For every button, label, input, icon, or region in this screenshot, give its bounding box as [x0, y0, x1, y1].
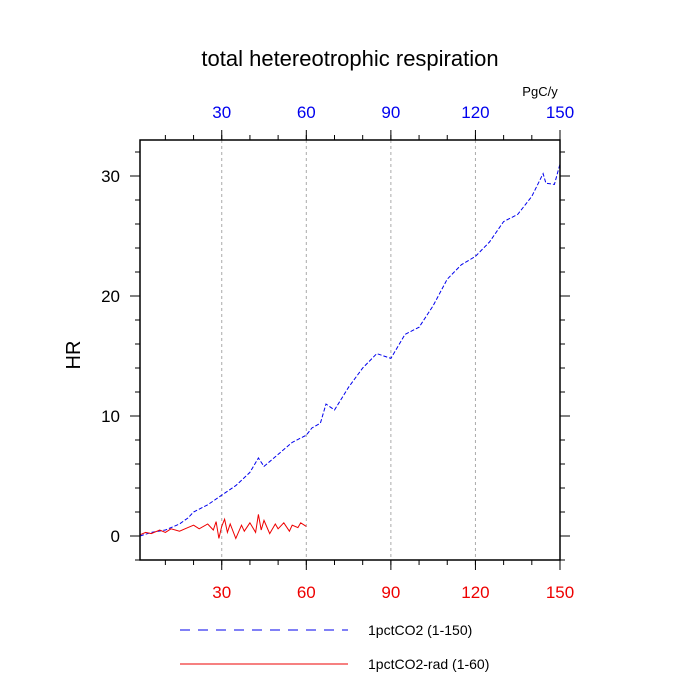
- y-axis-label: HR: [63, 341, 85, 370]
- grid-lines: [221, 140, 476, 560]
- x-tick-label-bottom-120: 120: [461, 583, 489, 602]
- x-tick-label-bottom-90: 90: [381, 583, 400, 602]
- x-tick-label-top-30: 30: [212, 103, 231, 122]
- series-line-1pctCO2: [139, 163, 561, 537]
- x-tick-label-bottom-30: 30: [212, 583, 231, 602]
- plot-frame: [139, 139, 561, 561]
- y-tick-label-20: 20: [101, 287, 120, 306]
- series-layer: [139, 163, 561, 540]
- x-tick-label-bottom-60: 60: [297, 583, 316, 602]
- legend: 1pctCO2 (1-150) 1pctCO2-rad (1-60): [180, 622, 489, 672]
- top-axis-unit: PgC/y: [522, 84, 558, 99]
- series-line-1pctCO2-rad: [139, 514, 307, 540]
- axis-ticks: [130, 130, 570, 570]
- x-tick-label-bottom-150: 150: [546, 583, 574, 602]
- axis-tick-labels: 30 60 90 120 150 30 60 90 120 150 0 10 20 30: [101, 103, 574, 602]
- x-tick-label-top-120: 120: [461, 103, 489, 122]
- y-tick-label-30: 30: [101, 167, 120, 186]
- x-tick-label-top-90: 90: [381, 103, 400, 122]
- x-tick-label-top-150: 150: [546, 103, 574, 122]
- x-tick-label-top-60: 60: [297, 103, 316, 122]
- legend-label-1pctCO2-rad: 1pctCO2-rad (1-60): [368, 656, 489, 672]
- y-tick-label-10: 10: [101, 407, 120, 426]
- legend-label-1pctCO2: 1pctCO2 (1-150): [368, 622, 472, 638]
- y-tick-label-0: 0: [111, 527, 120, 546]
- chart-title: total hetereotrophic respiration: [201, 46, 498, 71]
